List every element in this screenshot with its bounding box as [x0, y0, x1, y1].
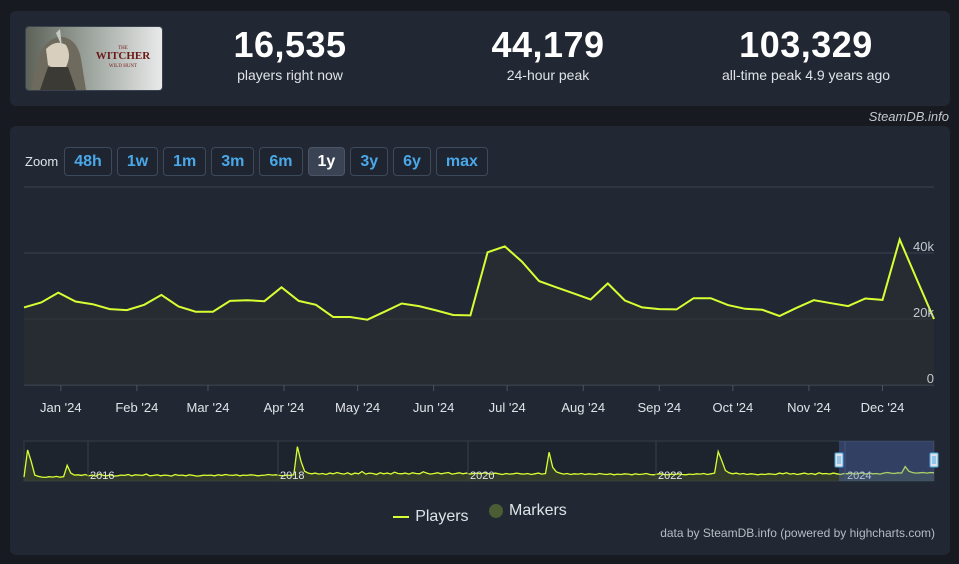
stat-players-now: 16,535 players right now	[170, 24, 410, 84]
stats-header: THE WITCHER WILD HUNT 16,535 players rig…	[10, 11, 950, 106]
x-tick-label: May '24	[335, 400, 380, 415]
zoom-button-max[interactable]: max	[435, 146, 488, 176]
navigator-handle[interactable]	[929, 452, 939, 468]
zoom-controls: Zoom 48h 1w 1m 3m 6m 1y 3y 6y max	[25, 146, 493, 176]
x-tick-label: Aug '24	[561, 400, 605, 415]
navigator-year-label: 2016	[90, 470, 114, 482]
y-tick-label: 0	[927, 371, 934, 386]
stat-all-time-peak: 103,329 all-time peak 4.9 years ago	[686, 24, 926, 84]
zoom-button-48h[interactable]: 48h	[64, 146, 112, 176]
zoom-button-1w[interactable]: 1w	[116, 146, 159, 176]
chart-credits[interactable]: data by SteamDB.info (powered by highcha…	[660, 526, 935, 540]
navigator-handle[interactable]	[834, 452, 844, 468]
players-line[interactable]	[23, 236, 935, 321]
peak-24h-label: 24-hour peak	[506, 67, 590, 83]
svg-text:THE: THE	[118, 46, 128, 51]
navigator-selection[interactable]	[839, 441, 934, 481]
game-logo[interactable]: THE WITCHER WILD HUNT	[25, 26, 163, 91]
zoom-button-3m[interactable]: 3m	[211, 146, 255, 176]
players-now-value: 16,535	[233, 24, 347, 65]
players-chart[interactable]: 0 20k 40k Jan '24 Feb '24 Mar '24 Apr '24 May …	[10, 126, 950, 555]
legend-players-label: Players	[415, 508, 469, 525]
zoom-button-1m[interactable]: 1m	[163, 146, 207, 176]
legend-dot-icon	[489, 504, 504, 518]
y-tick-label: 40k	[913, 239, 934, 254]
x-tick-label: Jul '24	[489, 400, 526, 415]
x-tick-label: Jun '24	[413, 400, 455, 415]
source-link[interactable]: SteamDB.info	[868, 109, 949, 124]
x-tick-label: Jan '24	[40, 400, 82, 415]
stat-24h-peak: 44,179 24-hour peak	[428, 24, 668, 84]
legend-markers-label: Markers	[509, 502, 567, 519]
x-tick-label: Oct '24	[712, 400, 753, 415]
x-tick-label: Mar '24	[186, 400, 229, 415]
navigator-area	[24, 446, 934, 481]
witcher-logo-image: THE WITCHER WILD HUNT	[26, 27, 162, 90]
players-area	[24, 239, 934, 385]
navigator-year-label: 2024	[847, 470, 871, 482]
zoom-button-3y[interactable]: 3y	[350, 146, 389, 176]
players-now-label: players right now	[237, 67, 343, 83]
navigator-year-label: 2018	[280, 470, 304, 482]
all-time-peak-label: all-time peak 4.9 years ago	[721, 67, 891, 83]
zoom-button-1y[interactable]: 1y	[307, 146, 346, 176]
navigator-year-label: 2020	[470, 470, 494, 482]
navigator-line	[23, 446, 935, 479]
zoom-button-6y[interactable]: 6y	[393, 146, 431, 176]
x-tick-label: Sep '24	[637, 400, 681, 415]
peak-24h-value: 44,179	[491, 24, 605, 65]
legend-markers[interactable]: Markers	[489, 502, 567, 520]
x-tick-label: Feb '24	[115, 400, 158, 415]
y-tick-label: 20k	[913, 305, 934, 320]
x-tick-label: Nov '24	[787, 400, 831, 415]
x-tick-label: Apr '24	[264, 400, 305, 415]
chart-card: 0 20k 40k Jan '24 Feb '24 Mar '24 Apr '24 May …	[10, 126, 950, 555]
legend-players[interactable]: Players	[393, 508, 469, 526]
chart-legend: Players Markers	[10, 502, 950, 526]
svg-text:WITCHER: WITCHER	[96, 50, 151, 62]
x-tick-label: Dec '24	[861, 400, 905, 415]
legend-line-icon	[393, 516, 410, 518]
zoom-button-6m[interactable]: 6m	[259, 146, 303, 176]
all-time-peak-value: 103,329	[739, 24, 873, 65]
zoom-label: Zoom	[25, 153, 59, 169]
navigator-year-label: 2022	[658, 470, 682, 482]
svg-text:WILD HUNT: WILD HUNT	[109, 64, 137, 69]
